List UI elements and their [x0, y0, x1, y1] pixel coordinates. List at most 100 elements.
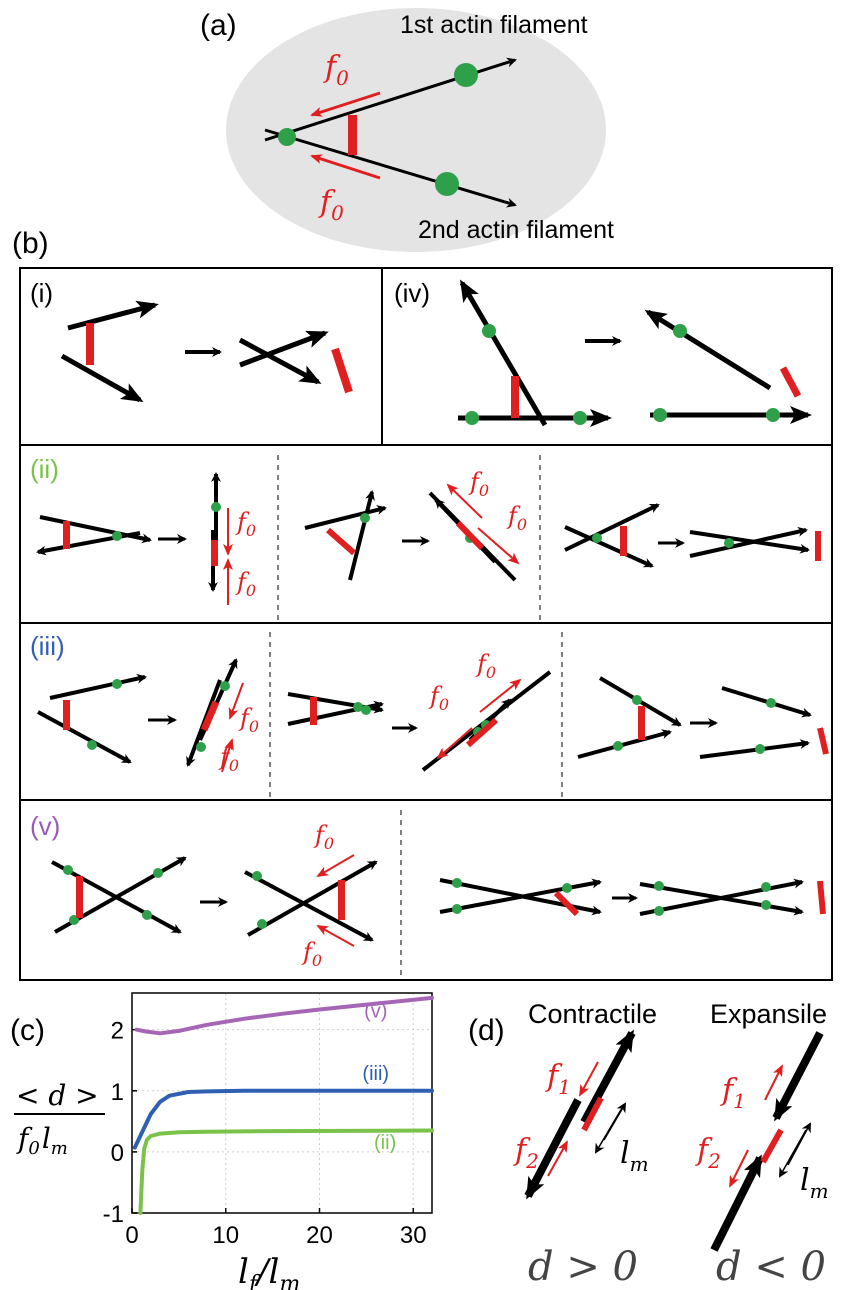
- filament: [238, 337, 322, 385]
- force-label: f0: [218, 743, 239, 775]
- motor-head: [112, 531, 122, 541]
- line-chart: 210-10 10 20 30(v)(iii)(ii): [103, 992, 434, 1249]
- filament-2: [264, 128, 517, 208]
- row-iv-label: (iv): [394, 278, 430, 308]
- motor-head: [452, 878, 462, 888]
- motor-head: [211, 502, 221, 512]
- motor-head: [353, 702, 363, 712]
- myosin: [815, 531, 821, 561]
- motor-head: [653, 408, 667, 422]
- motor-head: [724, 538, 734, 548]
- motor-head: [220, 681, 230, 691]
- length-label: lm: [620, 1136, 649, 1176]
- force-label-f1: f1: [545, 1059, 571, 1099]
- row-v-label: (v): [30, 811, 60, 841]
- myosin: [760, 1128, 784, 1164]
- force-label: f0: [235, 568, 256, 600]
- y-tick-label: 0: [111, 1140, 124, 1167]
- filament: [244, 870, 374, 942]
- y-axis-label-numerator: < d >: [16, 1079, 99, 1112]
- filament: [348, 490, 375, 581]
- expansile-title: Expansile: [710, 999, 827, 1029]
- panel-d: (d) Contractile Expansile f1 f2 lm d > 0: [468, 999, 829, 1290]
- filament: [247, 860, 378, 937]
- x-tick-label: 20: [306, 1222, 333, 1249]
- filament: [39, 515, 152, 544]
- force-label: f0: [235, 508, 256, 540]
- myosin: [76, 876, 83, 918]
- force-arrow: [479, 678, 522, 713]
- myosin: [638, 706, 645, 740]
- filament: [36, 531, 141, 556]
- myosin: [620, 526, 627, 556]
- myosin: [511, 376, 519, 418]
- expansile-diagram: f1 f2 lm d < 0: [695, 1031, 829, 1290]
- filament: [689, 526, 808, 558]
- filament: [439, 878, 602, 914]
- motor-head: [654, 906, 664, 916]
- x-tick-label: 10: [212, 1222, 239, 1249]
- filament: [239, 330, 329, 368]
- myosin: [63, 700, 70, 730]
- row-iv: (iv): [394, 278, 812, 427]
- motor-head: [112, 679, 122, 689]
- filament: [37, 710, 132, 764]
- filament: [564, 525, 654, 568]
- row-i-label: (i): [30, 278, 53, 308]
- force-arrow: [547, 1140, 568, 1177]
- x-axis-label: lf/lm: [238, 1252, 300, 1290]
- force-arrow-bottom: [310, 154, 381, 180]
- motor-head: [142, 910, 152, 920]
- myosin: [331, 347, 353, 394]
- motor-head-2: [435, 172, 459, 196]
- myosin: [553, 890, 580, 917]
- force-arrow: [228, 682, 244, 720]
- series-line: [138, 1128, 434, 1215]
- filament: [577, 729, 672, 759]
- force-label-f2: f2: [513, 1133, 539, 1173]
- crosslink-node: [278, 128, 296, 146]
- force-arrow: [579, 1061, 599, 1097]
- length-label: lm: [800, 1163, 829, 1203]
- force-label-f1: f1: [720, 1073, 746, 1113]
- y-tick-label: 1: [111, 1079, 124, 1106]
- motor-head: [63, 865, 73, 875]
- filament: [644, 309, 772, 391]
- myosin: [338, 880, 345, 920]
- series-label: (v): [364, 1000, 387, 1022]
- panel-c-label: (c): [10, 1014, 45, 1047]
- panel-a: (a) f0 f0 1st actin filament 2nd actin f…: [200, 8, 614, 252]
- force-label: f0: [313, 821, 334, 853]
- contractile-diagram: f1 f2 lm d > 0: [513, 1029, 649, 1290]
- row-v: (v) f0 f0: [30, 810, 826, 977]
- filament-2-label: 2nd actin filament: [418, 216, 614, 244]
- myosin-bar: [348, 115, 357, 155]
- motor-head: [257, 919, 267, 929]
- force-arrow: [446, 483, 483, 519]
- motor-head: [766, 698, 776, 708]
- series-line: [134, 995, 434, 1036]
- row-iii-label: (iii): [30, 631, 65, 661]
- filament: [67, 300, 159, 331]
- motor-head: [87, 740, 97, 750]
- myosin: [200, 700, 220, 732]
- motor-head: [613, 741, 623, 751]
- myosin: [817, 880, 826, 915]
- force-arrow: [729, 1149, 749, 1188]
- row-iii: (iii) f0 f0: [30, 631, 829, 797]
- row-ii-label: (ii): [30, 454, 59, 484]
- motor-head: [465, 411, 479, 425]
- series-label: (ii): [374, 1132, 396, 1154]
- force-label: f0: [428, 682, 449, 714]
- motor-head: [761, 900, 771, 910]
- myosin: [211, 540, 218, 566]
- motor-head: [766, 408, 780, 422]
- force-label: f0: [301, 938, 322, 970]
- y-tick-label: 2: [111, 1018, 124, 1045]
- motor-head: [573, 411, 587, 425]
- panel-b: (b) (i) (iv): [12, 227, 833, 981]
- motor-head: [592, 533, 602, 543]
- force-label: f0: [506, 502, 527, 534]
- motor-head: [632, 695, 642, 705]
- series-label: (iii): [362, 1063, 389, 1085]
